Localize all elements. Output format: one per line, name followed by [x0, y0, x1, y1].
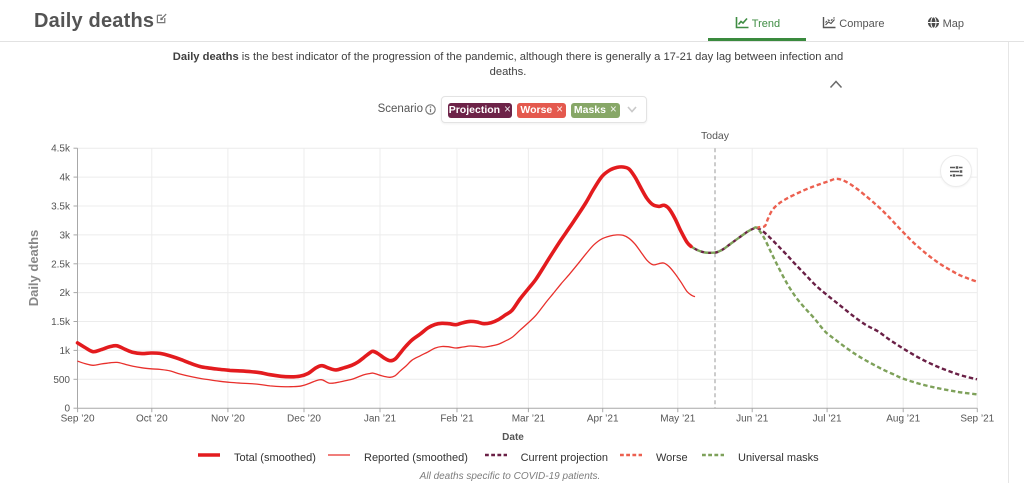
svg-text:Daily deaths: Daily deaths — [26, 230, 41, 307]
svg-text:1k: 1k — [59, 346, 71, 357]
svg-text:May ’21: May ’21 — [660, 414, 695, 425]
svg-text:0: 0 — [64, 404, 70, 415]
svg-text:2.5k: 2.5k — [51, 259, 71, 270]
svg-text:Date: Date — [502, 432, 524, 443]
svg-text:Mar ’21: Mar ’21 — [512, 414, 546, 425]
svg-text:Nov ’20: Nov ’20 — [211, 414, 245, 425]
svg-text:Aug ’21: Aug ’21 — [886, 414, 920, 425]
svg-text:500: 500 — [53, 375, 70, 386]
svg-text:Jul ’21: Jul ’21 — [813, 414, 842, 425]
svg-text:4k: 4k — [59, 173, 71, 184]
svg-text:Apr ’21: Apr ’21 — [587, 414, 619, 425]
svg-text:Jun ’21: Jun ’21 — [736, 414, 769, 425]
svg-text:Sep ’21: Sep ’21 — [960, 414, 994, 425]
svg-text:2k: 2k — [59, 288, 71, 299]
svg-text:Jan ’21: Jan ’21 — [364, 414, 397, 425]
svg-text:3.5k: 3.5k — [51, 202, 71, 213]
svg-text:4.5k: 4.5k — [51, 144, 71, 155]
svg-text:Sep ’20: Sep ’20 — [61, 414, 95, 425]
svg-text:Dec ’20: Dec ’20 — [287, 414, 321, 425]
svg-text:Today: Today — [701, 130, 730, 142]
svg-text:3k: 3k — [59, 230, 71, 241]
svg-text:1.5k: 1.5k — [51, 317, 71, 328]
svg-text:Oct ’20: Oct ’20 — [136, 414, 168, 425]
svg-text:Feb ’21: Feb ’21 — [440, 414, 474, 425]
